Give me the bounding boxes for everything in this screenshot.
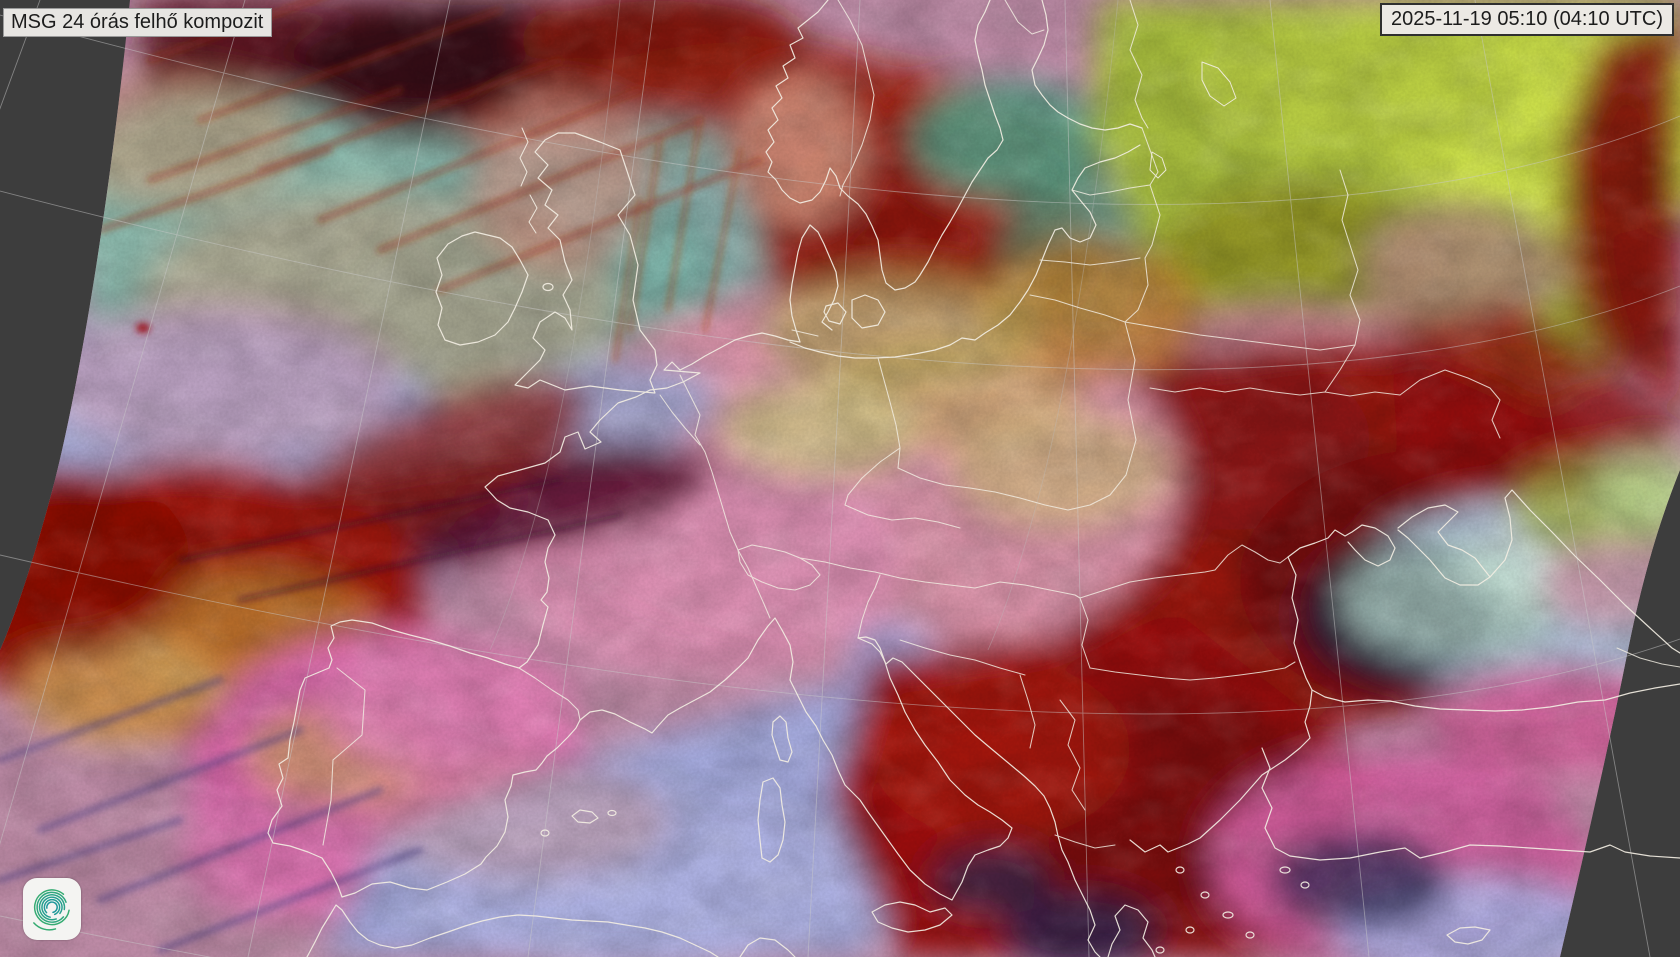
coastline-layer [267, 0, 1680, 957]
timestamp-text: 2025-11-19 05:10 (04:10 UTC) [1390, 8, 1663, 30]
met-spiral-logo [23, 878, 81, 940]
spiral-icon [33, 889, 71, 931]
timestamp-label: 2025-11-19 05:10 (04:10 UTC) [1379, 3, 1674, 36]
product-title-text: MSG 24 órás felhő kompozit [11, 11, 264, 33]
product-title-label: MSG 24 órás felhő kompozit [3, 8, 273, 37]
